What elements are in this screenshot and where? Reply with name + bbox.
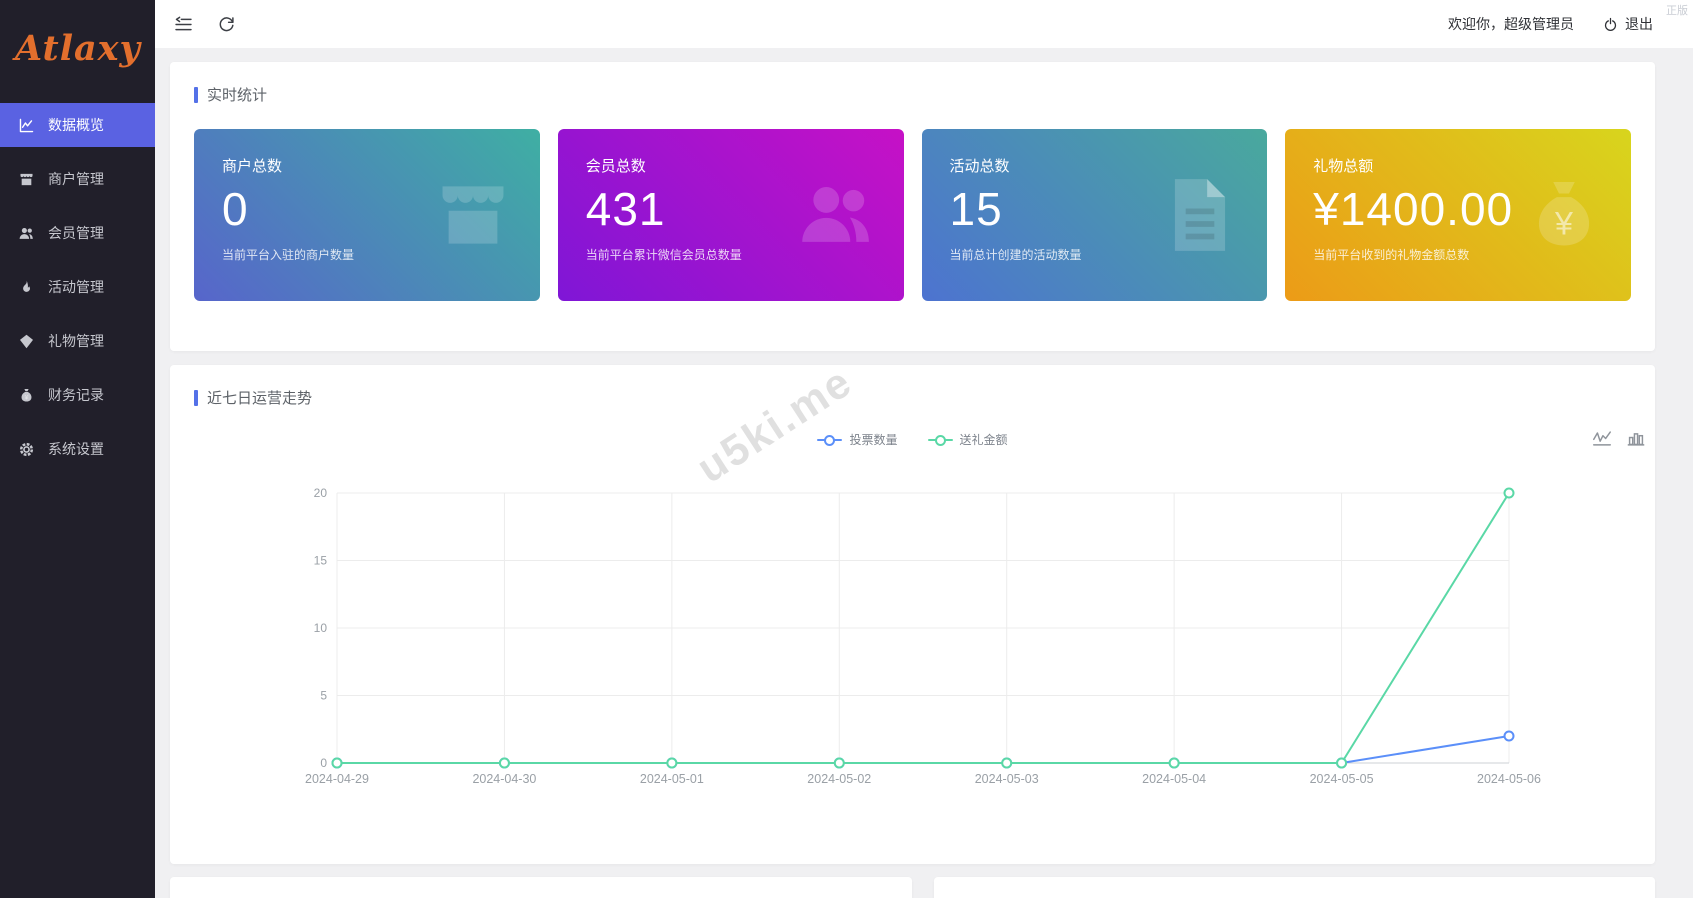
stat-card-1: 会员总数 431 当前平台累计微信会员总数量 — [557, 129, 904, 301]
sidebar-item-label: 财务记录 — [48, 387, 104, 403]
y-axis-label: 20 — [314, 486, 328, 500]
bottom-panels-row — [170, 877, 1655, 898]
series-line — [337, 492, 1510, 764]
bottom-panel-right — [934, 877, 1655, 898]
corner-watermark: 正版 — [1666, 5, 1688, 17]
sidebar-item-members[interactable]: 会员管理 — [0, 211, 155, 255]
x-axis-label: 2024-04-29 — [305, 772, 369, 786]
sidebar-menu: 数据概览商户管理会员管理活动管理礼物管理 ¥ 财务记录系统设置 — [0, 103, 155, 471]
header-right: 欢迎你，超级管理员 退出 — [1448, 14, 1653, 34]
main-content: 实时统计 商户总数 0 当前平台入驻的商户数量 会员总数 431 当前平台累计微信会员总数… — [155, 48, 1693, 898]
top-header: 欢迎你，超级管理员 退出 正版 — [155, 0, 1693, 48]
stat-card-title: 会员总数 — [585, 158, 646, 175]
x-axis-label: 2024-04-30 — [472, 772, 536, 786]
sidebar-item-settings[interactable]: 系统设置 — [0, 427, 155, 471]
stat-card-desc: 当前平台累计微信会员总数量 — [585, 248, 742, 263]
stat-card-value: 431 — [585, 183, 666, 235]
title-accent-bar — [194, 86, 198, 103]
stat-card-value: ¥1400.00 — [1313, 183, 1514, 235]
section-title-text: 近七日运营走势 — [207, 390, 313, 407]
stat-card-value: 0 — [222, 183, 249, 235]
document-icon — [1157, 172, 1243, 258]
stat-card-0: 商户总数 0 当前平台入驻的商户数量 — [194, 129, 540, 301]
sidebar-item-merchants[interactable]: 商户管理 — [0, 157, 155, 201]
line-chart-icon[interactable] — [1591, 427, 1613, 449]
trend-panel: 近七日运营走势 u5ki.me 投票数量 送礼金额 2024-04-29 2024-… — [170, 358, 1655, 864]
x-axis-label: 2024-05-01 — [640, 772, 704, 786]
legend-marker — [817, 434, 843, 446]
sidebar-item-gifts[interactable]: 礼物管理 — [0, 319, 155, 363]
chart-toolbox — [1591, 427, 1647, 449]
stat-card-title: 活动总数 — [949, 158, 1010, 175]
chart-legend: 投票数量 送礼金额 — [170, 431, 1655, 448]
sidebar-item-label: 礼物管理 — [48, 333, 104, 349]
money-bag-icon: ¥ — [18, 387, 35, 404]
stat-card-3: 礼物总额 ¥1400.00 当前平台收到的礼物金额总数 ¥ — [1285, 129, 1631, 301]
stat-card-desc: 当前平台收到的礼物金额总数 — [1313, 248, 1470, 263]
legend-label: 送礼金额 — [959, 433, 1008, 447]
x-axis-label: 2024-05-02 — [807, 772, 871, 786]
x-axis-label: 2024-05-04 — [1142, 772, 1206, 786]
refresh-icon[interactable] — [216, 14, 237, 35]
power-icon — [1602, 16, 1619, 33]
logout-label: 退出 — [1625, 16, 1653, 32]
money-bag-icon: ¥ — [1521, 172, 1607, 258]
realtime-stats-panel: 实时统计 商户总数 0 当前平台入驻的商户数量 会员总数 431 当前平台累计微信会员总数… — [170, 62, 1655, 351]
sidebar-item-label: 会员管理 — [48, 225, 104, 241]
fire-icon — [18, 279, 35, 296]
stat-card-desc: 当前平台入驻的商户数量 — [222, 248, 355, 263]
legend-item[interactable]: 投票数量 — [817, 431, 898, 448]
sidebar-item-overview[interactable]: 数据概览 — [0, 103, 155, 147]
stat-cards-row: 商户总数 0 当前平台入驻的商户数量 会员总数 431 当前平台累计微信会员总数量 活动总数… — [194, 129, 1631, 301]
welcome-text: 欢迎你，超级管理员 — [1448, 16, 1574, 32]
stat-card-desc: 当前总计创建的活动数量 — [949, 248, 1082, 263]
svg-text:¥: ¥ — [25, 394, 29, 401]
stat-card-title: 礼物总额 — [1313, 158, 1374, 175]
users-icon — [794, 172, 880, 258]
app-logo: Atlaxy — [15, 27, 141, 69]
sidebar-item-label: 数据概览 — [48, 117, 104, 133]
legend-item[interactable]: 送礼金额 — [927, 431, 1008, 448]
chart-line-icon — [18, 117, 35, 134]
stat-card-2: 活动总数 15 当前总计创建的活动数量 — [921, 129, 1268, 301]
legend-marker — [927, 434, 953, 446]
header-left-icons — [173, 14, 259, 35]
svg-text:¥: ¥ — [1554, 206, 1573, 242]
users-icon — [18, 225, 35, 242]
x-axis-label: 2024-05-05 — [1310, 772, 1374, 786]
y-axis-label: 10 — [314, 621, 328, 635]
sidebar-item-activities[interactable]: 活动管理 — [0, 265, 155, 309]
store-icon — [430, 172, 516, 258]
logout-button[interactable]: 退出 — [1602, 14, 1653, 34]
sidebar: Atlaxy 数据概览商户管理会员管理活动管理礼物管理 ¥ 财务记录系统设置 — [0, 0, 155, 898]
collapse-icon[interactable] — [173, 14, 194, 35]
bottom-panel-left — [170, 877, 912, 898]
title-accent-bar — [194, 389, 198, 406]
store-icon — [18, 171, 35, 188]
gem-icon — [18, 333, 35, 350]
legend-label: 投票数量 — [849, 433, 898, 447]
y-axis-label: 15 — [314, 554, 328, 568]
section-title-trend: 近七日运营走势 — [194, 387, 1631, 408]
section-title-text: 实时统计 — [207, 87, 268, 104]
gear-icon — [18, 441, 35, 458]
sidebar-item-label: 活动管理 — [48, 279, 104, 295]
sidebar-item-label: 系统设置 — [48, 441, 104, 457]
stat-card-value: 15 — [949, 183, 1003, 235]
sidebar-item-label: 商户管理 — [48, 171, 104, 187]
sidebar-item-finance[interactable]: ¥ 财务记录 — [0, 373, 155, 417]
section-title-realtime: 实时统计 — [194, 84, 1631, 105]
y-axis-label: 5 — [320, 689, 327, 703]
bar-chart-icon[interactable] — [1625, 427, 1647, 449]
x-axis-label: 2024-05-03 — [975, 772, 1039, 786]
y-axis-label: 0 — [320, 756, 327, 770]
stat-card-title: 商户总数 — [222, 158, 283, 175]
x-axis-label: 2024-05-06 — [1477, 772, 1541, 786]
series-line — [337, 735, 1510, 764]
trend-line-chart: 2024-04-29 2024-04-30 2024-05-01 2024-05-02… — [305, 486, 1541, 786]
